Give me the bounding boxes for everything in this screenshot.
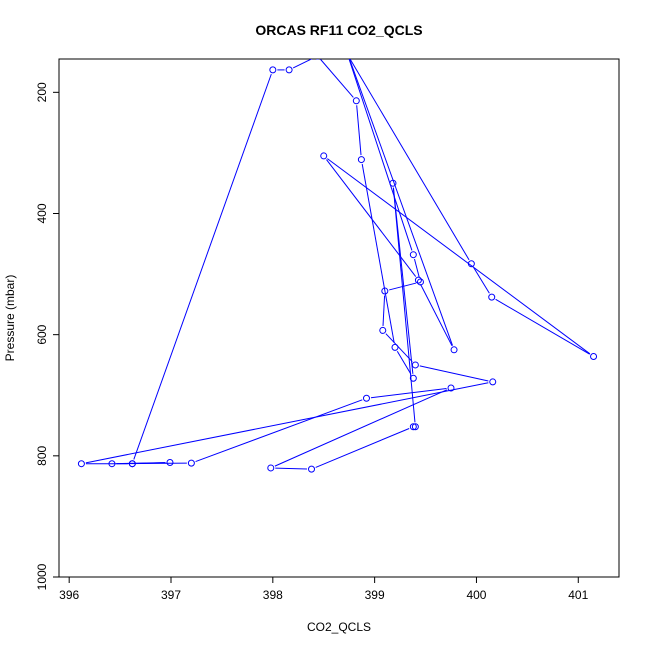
y-tick-label: 1000 xyxy=(35,563,49,590)
series-segment xyxy=(396,350,412,375)
series-segment xyxy=(382,295,386,326)
data-point xyxy=(166,458,174,466)
series-segment xyxy=(473,267,490,294)
data-point xyxy=(352,97,360,105)
data-point xyxy=(357,156,365,164)
data-point xyxy=(450,346,458,354)
series-segment xyxy=(349,59,470,261)
series-segment xyxy=(370,388,447,399)
data-point xyxy=(411,361,419,369)
y-tick-label: 600 xyxy=(35,324,49,344)
data-point xyxy=(269,66,277,74)
series-segment xyxy=(292,59,313,69)
series-segment xyxy=(385,333,413,363)
data-point xyxy=(409,374,417,382)
data-point xyxy=(108,460,116,468)
data-point xyxy=(409,423,417,431)
data-point xyxy=(379,326,387,334)
data-point xyxy=(489,378,497,386)
plot-frame xyxy=(58,58,620,578)
x-tick-label: 400 xyxy=(466,588,486,602)
data-point xyxy=(488,293,496,301)
y-tick-label: 400 xyxy=(35,203,49,223)
x-tick-label: 398 xyxy=(263,588,283,602)
data-point xyxy=(381,287,389,295)
data-point xyxy=(447,384,455,392)
series-segment xyxy=(326,159,417,277)
series-segment xyxy=(275,467,308,470)
data-point xyxy=(362,394,370,402)
x-tick-label: 401 xyxy=(568,588,588,602)
series-segment xyxy=(274,389,448,467)
series-segment xyxy=(315,428,410,468)
y-axis: 200 400 600 800 1000 xyxy=(35,82,59,590)
x-tick-label: 396 xyxy=(59,588,79,602)
data-point xyxy=(590,352,598,360)
data-point xyxy=(128,460,136,468)
series-segment xyxy=(356,105,362,156)
data-point xyxy=(308,465,316,473)
data-point xyxy=(389,179,397,187)
data-point xyxy=(409,251,417,259)
y-tick-label: 200 xyxy=(35,82,49,102)
chart-title: ORCAS RF11 CO2_QCLS xyxy=(255,22,422,38)
data-point xyxy=(391,343,399,351)
series-segment xyxy=(85,382,489,464)
y-tick-label: 800 xyxy=(35,445,49,465)
data-point xyxy=(187,459,195,467)
series-segment xyxy=(348,59,413,251)
series-layer xyxy=(77,41,598,473)
data-point xyxy=(77,460,85,468)
data-point xyxy=(315,59,320,60)
series-segment xyxy=(349,59,454,346)
series-segment xyxy=(392,187,416,423)
data-point xyxy=(267,464,275,472)
y-axis-label: Pressure (mbar) xyxy=(3,275,17,362)
data-point xyxy=(285,66,293,74)
x-tick-label: 397 xyxy=(161,588,181,602)
data-point xyxy=(320,152,328,160)
series-segment xyxy=(195,399,363,463)
series-segment xyxy=(419,365,489,382)
series-segment xyxy=(495,298,590,355)
series-segment xyxy=(327,158,591,355)
series-segment xyxy=(136,462,166,465)
x-axis: 396 397 398 399 400 401 xyxy=(59,577,589,602)
data-point xyxy=(414,276,422,284)
x-tick-label: 399 xyxy=(365,588,385,602)
data-point xyxy=(416,278,424,286)
x-axis-label: CO2_QCLS xyxy=(307,620,371,634)
series-segment xyxy=(361,163,395,344)
series-segment xyxy=(420,283,453,347)
series-segment xyxy=(413,258,420,278)
data-point xyxy=(411,423,419,431)
series-segment xyxy=(320,59,354,98)
data-point xyxy=(341,41,347,47)
series-segment xyxy=(133,73,272,460)
data-point xyxy=(467,260,475,268)
